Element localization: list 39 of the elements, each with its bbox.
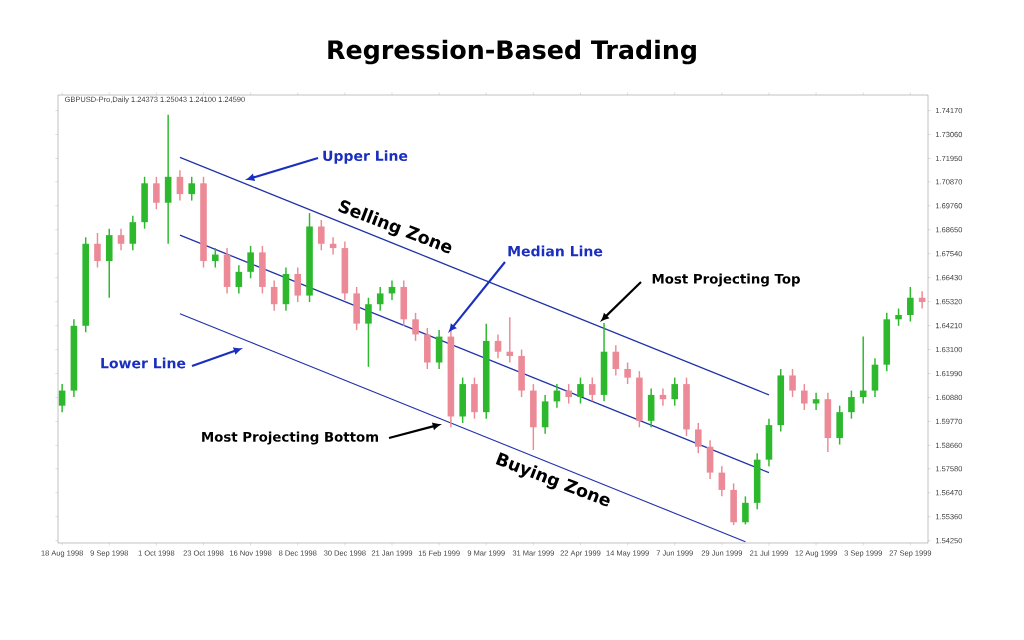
candlestick [259,245,266,295]
candlestick [200,176,207,269]
candlestick [318,219,325,251]
annotation: Lower Line [101,357,186,369]
candlestick [683,376,690,437]
annotation: Median Line [508,245,603,257]
candlestick [848,389,855,420]
candlestick [306,212,313,303]
candlestick [471,376,478,420]
candlestick [459,376,466,424]
candlestick [588,376,596,403]
candlestick [188,176,196,202]
candlestick [424,327,431,370]
candlestick [105,227,113,299]
candlestick [412,312,419,342]
annotation: Most Projecting Top [652,273,800,287]
candlestick [624,361,631,385]
candlestick [636,370,643,429]
candlestick [294,266,302,303]
chart-title: Regression-Based Trading [328,39,696,65]
candlestick [353,286,360,331]
candlestick [801,383,808,411]
candlestick [482,322,490,420]
candlestick [365,296,372,368]
candlestick [789,368,796,398]
annotation: Upper Line [323,150,408,164]
candlestick [153,176,160,210]
candlestick [82,236,89,334]
candlestick [777,368,785,433]
annotation: Most Projecting Bottom [202,431,379,445]
candlestick [400,279,408,327]
candlestick [836,404,843,446]
candlestick [730,482,737,526]
candlestick [671,376,679,407]
candlestick [247,245,254,280]
candlestick [694,422,702,454]
candlestick [577,376,584,405]
candlestick [141,176,148,230]
candlestick [518,348,525,398]
